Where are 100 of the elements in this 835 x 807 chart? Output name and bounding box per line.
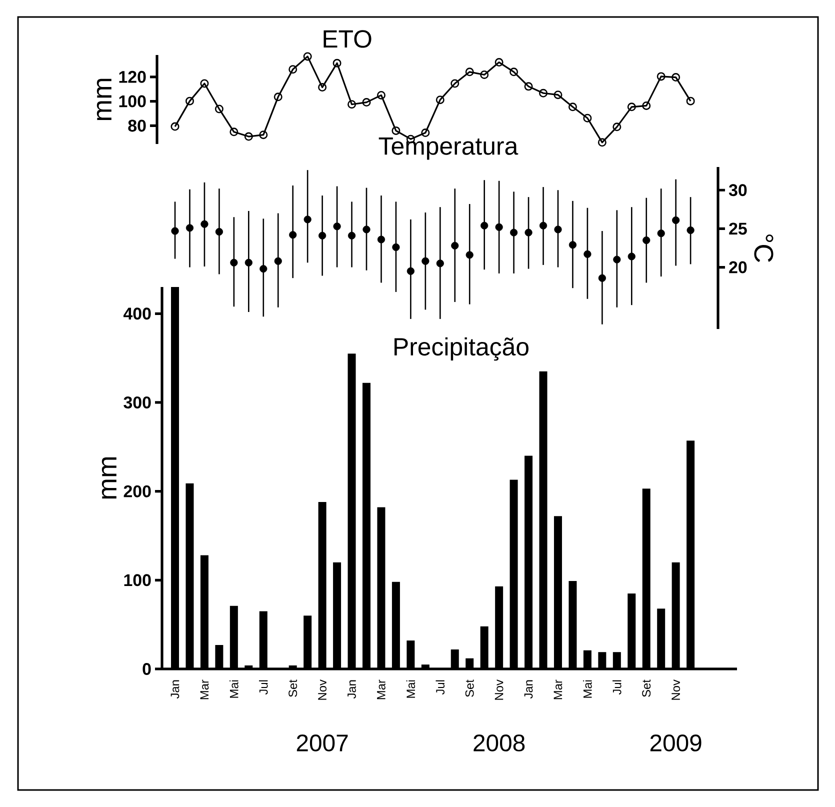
- y-tick-label: 200: [124, 485, 151, 498]
- point: [274, 92, 282, 102]
- point: [304, 216, 312, 224]
- point: [656, 72, 666, 81]
- point: [185, 96, 194, 106]
- y-tick-label: 100: [119, 95, 146, 108]
- x-tick-label: Mai: [583, 680, 592, 698]
- point: [568, 102, 577, 112]
- point: [465, 68, 474, 76]
- point: [480, 70, 489, 79]
- point: [450, 79, 460, 88]
- point: [672, 216, 680, 224]
- y-tick-label: 300: [124, 396, 151, 408]
- point: [230, 258, 238, 266]
- point: [348, 100, 356, 109]
- point: [657, 230, 665, 238]
- point: [392, 243, 400, 252]
- point: [436, 96, 444, 104]
- point: [362, 98, 371, 107]
- point: [244, 132, 253, 141]
- point: [436, 260, 444, 268]
- point: [510, 228, 518, 236]
- point: [672, 73, 680, 82]
- x-tick-label: Mai: [406, 680, 416, 698]
- x-tick-label: Jul: [612, 680, 622, 695]
- text: 2008: [474, 734, 525, 752]
- x-tick-label: Jul: [436, 680, 445, 695]
- y-axis-title: mm: [96, 78, 112, 120]
- y-tick-label: 80: [128, 120, 146, 132]
- point: [186, 224, 194, 232]
- point: [686, 96, 695, 106]
- point: [466, 251, 474, 259]
- point: [377, 236, 386, 244]
- point: [627, 102, 636, 112]
- point: [214, 104, 224, 114]
- point: [422, 257, 430, 265]
- point: [244, 258, 252, 266]
- y-axis-title: mm: [102, 457, 116, 499]
- point: [170, 122, 180, 131]
- y-tick-label: 120: [119, 70, 146, 83]
- x-tick-label: Mar: [554, 680, 562, 700]
- point: [274, 257, 282, 265]
- y-tick-label: 20: [729, 261, 747, 274]
- point: [628, 252, 636, 260]
- x-tick-label: Jul: [259, 680, 268, 695]
- point: [200, 220, 208, 228]
- text: 2009: [650, 734, 702, 752]
- x-tick-label: Nov: [318, 680, 326, 700]
- point: [480, 222, 488, 230]
- point: [230, 128, 238, 136]
- point: [362, 226, 370, 234]
- y-tick-label: 0: [142, 662, 151, 675]
- point: [303, 52, 312, 61]
- point: [554, 226, 562, 234]
- point: [524, 228, 532, 236]
- point: [584, 250, 592, 258]
- point: [318, 232, 326, 240]
- point: [539, 222, 548, 230]
- point: [288, 65, 298, 74]
- point: [421, 128, 430, 138]
- point: [583, 114, 592, 122]
- x-tick-label: Jan: [170, 680, 180, 699]
- chart-title: Temperatura: [378, 137, 518, 160]
- point: [392, 126, 400, 135]
- x-tick-label: Set: [465, 680, 474, 697]
- point: [598, 274, 606, 282]
- point: [554, 90, 562, 100]
- point: [686, 226, 694, 234]
- x-tick-label: Nov: [672, 680, 680, 700]
- point: [524, 82, 533, 91]
- point: [539, 88, 548, 98]
- point: [289, 231, 297, 239]
- chart-title: ETO: [324, 30, 372, 48]
- x-tick-label: Mai: [230, 680, 238, 698]
- y-tick-label: 30: [728, 184, 747, 196]
- point: [406, 267, 414, 275]
- point: [200, 79, 209, 88]
- point: [598, 138, 606, 147]
- point: [612, 122, 622, 132]
- point: [495, 223, 503, 231]
- point: [642, 101, 651, 110]
- point: [613, 256, 621, 264]
- point: [642, 236, 650, 244]
- point: [259, 130, 268, 140]
- x-tick-label: Set: [642, 680, 651, 697]
- x-tick-label: Mar: [200, 680, 209, 700]
- text: 2007: [296, 734, 348, 752]
- point: [494, 58, 504, 67]
- point: [376, 90, 386, 100]
- point: [348, 232, 356, 240]
- y-tick-label: 400: [123, 308, 151, 320]
- x-tick-label: Jan: [348, 680, 356, 699]
- point: [510, 68, 518, 76]
- point: [332, 58, 342, 68]
- y-tick-label: 25: [729, 222, 747, 235]
- text: Precipitação: [394, 337, 528, 361]
- y-tick-label: 100: [124, 574, 151, 586]
- point: [451, 242, 459, 250]
- point: [318, 83, 327, 92]
- point: [260, 265, 268, 273]
